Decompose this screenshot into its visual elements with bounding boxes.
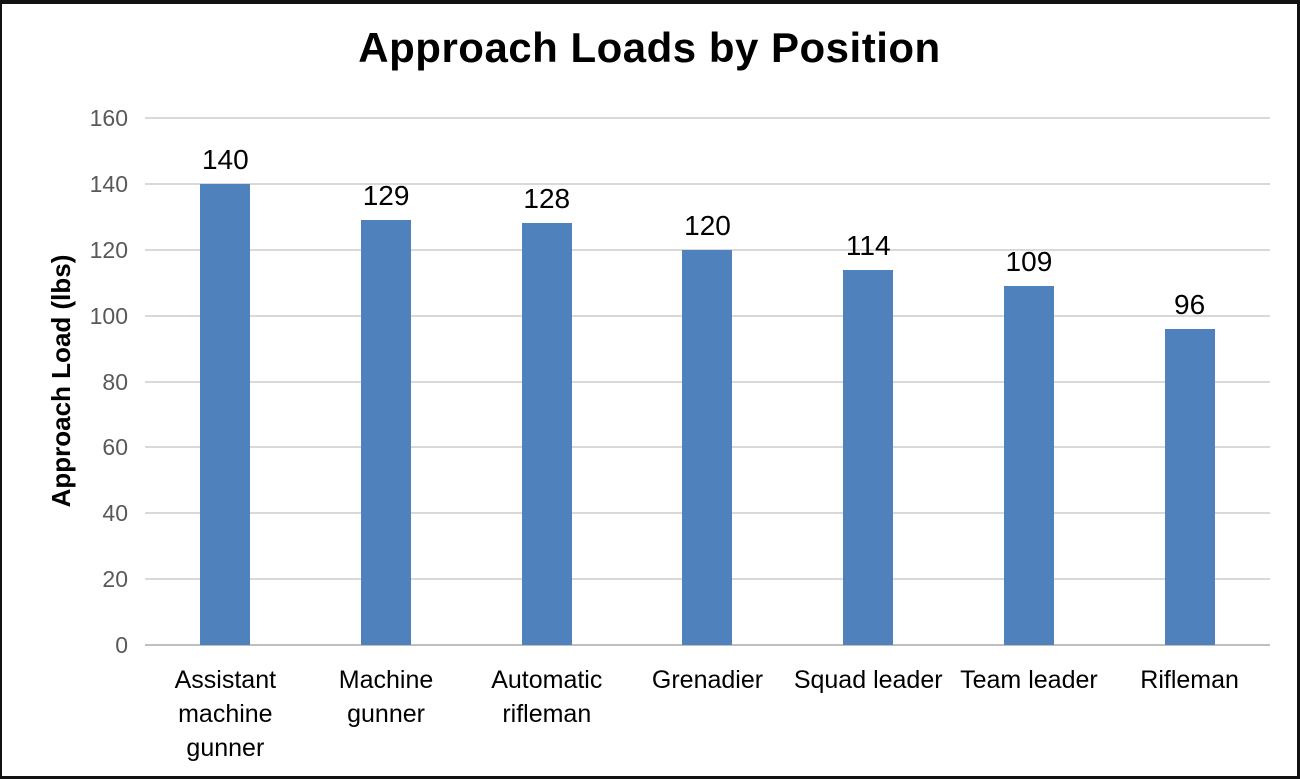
category-label: Machine gunner [338,666,434,728]
bar [361,220,412,645]
bar-value-label: 114 [845,229,891,261]
category-label: Team leader [960,666,1098,694]
bar-value-label: 140 [201,143,249,175]
bar-column: 109 [949,118,1110,645]
bar-value-label: 109 [1005,245,1053,277]
gridline [145,644,1270,646]
bar [843,269,894,645]
bar [682,249,733,645]
y-tick-label: 60 [102,434,128,461]
bar-column: 128 [466,118,627,645]
bar-value-label: 128 [523,183,571,215]
y-tick-label: 80 [102,368,128,395]
bar-column: 129 [306,118,467,645]
bar-value-label: 120 [684,209,731,241]
y-tick-label: 120 [89,236,128,263]
gridline [145,117,1270,119]
bar [1164,328,1215,645]
category-label: Grenadier [651,666,764,694]
category-label: Automatic rifleman [491,666,603,728]
bar [200,183,251,645]
category-label: Squad leader [793,666,943,694]
bar-column: 140 [145,118,306,645]
bar-column: 96 [1109,118,1270,645]
bar [521,223,572,645]
bar-column: 120 [627,118,788,645]
bar-value-label: 129 [362,180,410,212]
bar-value-label: 96 [1174,288,1206,320]
bar-column: 114 [788,118,949,645]
y-tick-label: 40 [102,500,128,527]
y-tick-label: 100 [89,302,128,329]
category-label: Assistant machine gunner [174,666,277,762]
gridline [145,182,1270,185]
y-tick-label: 0 [115,632,128,658]
y-tick-label: 160 [89,105,128,131]
y-tick-label: 20 [102,566,128,593]
plot-area: 140 129 128 120 114 109 96 [145,117,1270,646]
bar [1003,285,1054,645]
category-label: Rifleman [1140,666,1239,694]
y-tick-label: 140 [89,170,128,197]
chart-title: Approach Loads by Position [358,24,941,71]
